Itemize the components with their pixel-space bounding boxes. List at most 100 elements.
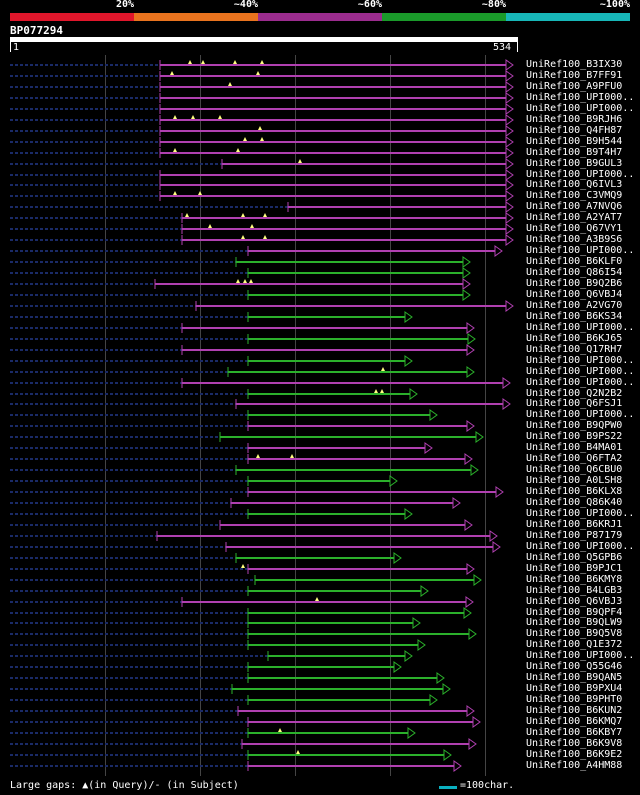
hit-label[interactable]: UniRef100_B9H544 bbox=[526, 136, 623, 147]
hit-arrow-icon bbox=[467, 333, 476, 345]
hit-label[interactable]: UniRef100_B6K9E2 bbox=[526, 749, 623, 760]
hit-label[interactable]: UniRef100_B9T4H7 bbox=[526, 147, 623, 158]
hit-label[interactable]: UniRef100_B3IX30 bbox=[526, 59, 623, 70]
hit-label[interactable]: UniRef100_C3VMQ9 bbox=[526, 190, 623, 201]
query-gap-marker-icon bbox=[381, 367, 385, 371]
hit-arrow-icon bbox=[505, 136, 514, 148]
hit-label[interactable]: UniRef100_B6KMY8 bbox=[526, 574, 623, 585]
hit-arrow-icon bbox=[489, 530, 498, 542]
query-gap-marker-icon bbox=[249, 279, 253, 283]
hit-label[interactable]: UniRef100_B6KS34 bbox=[526, 311, 623, 322]
hit-label[interactable]: UniRef100_B9PHT0 bbox=[526, 694, 623, 705]
query-gap-marker-icon bbox=[241, 564, 245, 568]
query-gap-marker-icon bbox=[188, 60, 192, 64]
hit-label[interactable]: UniRef100_B9PJC1 bbox=[526, 563, 623, 574]
hit-label[interactable]: UniRef100_Q6VBJ3 bbox=[526, 596, 623, 607]
hit-label[interactable]: UniRef100_UPI000.. bbox=[526, 541, 635, 552]
hit-label[interactable]: UniRef100_B9QPW0 bbox=[526, 420, 623, 431]
hit-label[interactable]: UniRef100_B9QLW9 bbox=[526, 617, 623, 628]
hit-label[interactable]: UniRef100_Q6IVL3 bbox=[526, 179, 623, 190]
scale-label-40: ~40% bbox=[233, 0, 258, 10]
hit-arrow-icon bbox=[473, 574, 482, 586]
hit-label[interactable]: UniRef100_B4MA01 bbox=[526, 442, 623, 453]
scale-label-60: ~60% bbox=[357, 0, 382, 10]
hit-label[interactable]: UniRef100_Q6FTA2 bbox=[526, 453, 623, 464]
hit-label[interactable]: UniRef100_Q2N2B2 bbox=[526, 388, 623, 399]
hit-label[interactable]: UniRef100_Q4FH87 bbox=[526, 125, 623, 136]
hit-label[interactable]: UniRef100_A3B9S6 bbox=[526, 234, 623, 245]
hit-label[interactable]: UniRef100_UPI000.. bbox=[526, 322, 635, 333]
hit-label[interactable]: UniRef100_A9PFU0 bbox=[526, 81, 623, 92]
hit-label[interactable]: UniRef100_A2VG70 bbox=[526, 300, 623, 311]
hit-arrow-icon bbox=[420, 585, 429, 597]
grid-line bbox=[485, 55, 486, 776]
hit-label[interactable]: UniRef100_Q67VY1 bbox=[526, 223, 623, 234]
scale-label-80: ~80% bbox=[481, 0, 506, 10]
hit-label[interactable]: UniRef100_Q6FSJ1 bbox=[526, 398, 623, 409]
hit-label[interactable]: UniRef100_UPI000.. bbox=[526, 377, 635, 388]
hit-arrow-icon bbox=[505, 234, 514, 246]
hit-arrow-icon bbox=[404, 650, 413, 662]
hit-label[interactable]: UniRef100_UPI000.. bbox=[526, 650, 635, 661]
query-gap-marker-icon bbox=[290, 454, 294, 458]
hit-label[interactable]: UniRef100_A0LSH8 bbox=[526, 475, 623, 486]
hit-label[interactable]: UniRef100_B9GUL3 bbox=[526, 158, 623, 169]
query-end-label: 534 bbox=[493, 42, 512, 53]
query-gap-marker-icon bbox=[243, 137, 247, 141]
hit-label[interactable]: UniRef100_UPI000.. bbox=[526, 409, 635, 420]
hit-label[interactable]: UniRef100_B7FF91 bbox=[526, 70, 623, 81]
hit-label[interactable]: UniRef100_Q5GPB6 bbox=[526, 552, 623, 563]
hit-label[interactable]: UniRef100_B9Q2B6 bbox=[526, 278, 623, 289]
query-gap-marker-icon bbox=[250, 224, 254, 228]
hit-label[interactable]: UniRef100_B6KJ65 bbox=[526, 333, 623, 344]
hit-arrow-icon bbox=[466, 366, 475, 378]
query-gap-marker-icon bbox=[236, 148, 240, 152]
hit-arrow-icon bbox=[492, 541, 501, 553]
hit-label[interactable]: UniRef100_A4HM88 bbox=[526, 760, 623, 771]
hit-label[interactable]: UniRef100_B6KRJ1 bbox=[526, 519, 623, 530]
hit-label[interactable]: UniRef100_B9RJH6 bbox=[526, 114, 623, 125]
hit-label[interactable]: UniRef100_B4LGB3 bbox=[526, 585, 623, 596]
hit-label[interactable]: UniRef100_B6KUN2 bbox=[526, 705, 623, 716]
query-gap-marker-icon bbox=[256, 454, 260, 458]
query-end-tick bbox=[517, 42, 518, 52]
hit-label[interactable]: UniRef100_B6K9V8 bbox=[526, 738, 623, 749]
query-gap-marker-icon bbox=[173, 148, 177, 152]
hit-label[interactable]: UniRef100_B9PS22 bbox=[526, 431, 623, 442]
hit-label[interactable]: UniRef100_UPI000.. bbox=[526, 366, 635, 377]
hit-arrow-icon bbox=[505, 81, 514, 93]
hit-arrow-icon bbox=[466, 322, 475, 334]
hit-label[interactable]: UniRef100_UPI000.. bbox=[526, 103, 635, 114]
hit-label[interactable]: UniRef100_B6KBY7 bbox=[526, 727, 623, 738]
hit-label[interactable]: UniRef100_B9QAN5 bbox=[526, 672, 623, 683]
hit-label[interactable]: UniRef100_Q86I54 bbox=[526, 267, 623, 278]
hit-label[interactable]: UniRef100_UPI000.. bbox=[526, 245, 635, 256]
query-start-label: 1 bbox=[13, 42, 20, 53]
hit-label[interactable]: UniRef100_P87179 bbox=[526, 530, 623, 541]
hit-label[interactable]: UniRef100_B9PXU4 bbox=[526, 683, 623, 694]
query-gap-marker-icon bbox=[170, 71, 174, 75]
hit-label[interactable]: UniRef100_Q6VBJ4 bbox=[526, 289, 623, 300]
hit-label[interactable]: UniRef100_B6KMQ7 bbox=[526, 716, 623, 727]
hit-label[interactable]: UniRef100_A7NVQ6 bbox=[526, 201, 623, 212]
hit-label[interactable]: UniRef100_UPI000.. bbox=[526, 92, 635, 103]
hit-label[interactable]: UniRef100_B6KLF0 bbox=[526, 256, 623, 267]
query-gap-marker-icon bbox=[380, 389, 384, 393]
hit-label[interactable]: UniRef100_Q1E372 bbox=[526, 639, 623, 650]
hit-label[interactable]: UniRef100_Q6CBU0 bbox=[526, 464, 623, 475]
hit-label[interactable]: UniRef100_A2YAT7 bbox=[526, 212, 623, 223]
hit-label[interactable]: UniRef100_B9QPF4 bbox=[526, 607, 623, 618]
hit-arrow-icon bbox=[393, 661, 402, 673]
query-gap-marker-icon bbox=[198, 191, 202, 195]
hit-arrow-icon bbox=[505, 300, 514, 312]
hit-label[interactable]: UniRef100_UPI000.. bbox=[526, 169, 635, 180]
hit-label[interactable]: UniRef100_Q17RH7 bbox=[526, 344, 623, 355]
hit-label[interactable]: UniRef100_UPI000.. bbox=[526, 355, 635, 366]
hit-label[interactable]: UniRef100_B9Q5V8 bbox=[526, 628, 623, 639]
hit-label[interactable]: UniRef100_UPI000.. bbox=[526, 508, 635, 519]
hit-label[interactable]: UniRef100_Q86K40 bbox=[526, 497, 623, 508]
hit-arrow-icon bbox=[412, 617, 421, 629]
hit-arrow-icon bbox=[462, 278, 471, 290]
hit-label[interactable]: UniRef100_B6KLX8 bbox=[526, 486, 623, 497]
hit-label[interactable]: UniRef100_Q55G46 bbox=[526, 661, 623, 672]
